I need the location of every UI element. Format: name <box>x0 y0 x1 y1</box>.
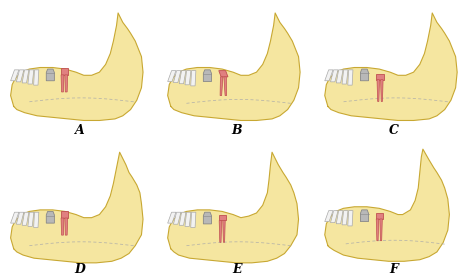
Text: B: B <box>232 124 242 137</box>
Polygon shape <box>185 71 191 85</box>
Polygon shape <box>61 75 64 92</box>
Polygon shape <box>330 211 338 223</box>
Polygon shape <box>219 220 222 242</box>
Text: F: F <box>390 263 399 276</box>
Polygon shape <box>61 211 68 218</box>
Polygon shape <box>325 149 449 261</box>
Polygon shape <box>224 77 227 95</box>
Polygon shape <box>61 68 68 75</box>
Polygon shape <box>168 71 176 81</box>
Polygon shape <box>376 213 383 219</box>
Polygon shape <box>34 70 39 85</box>
Polygon shape <box>46 211 55 223</box>
Polygon shape <box>28 70 34 84</box>
Polygon shape <box>203 70 211 81</box>
Polygon shape <box>22 70 29 83</box>
Polygon shape <box>348 211 353 226</box>
Polygon shape <box>376 219 379 241</box>
Polygon shape <box>65 218 68 235</box>
Polygon shape <box>381 80 383 102</box>
Polygon shape <box>223 220 225 242</box>
Polygon shape <box>191 71 196 86</box>
Polygon shape <box>191 212 196 227</box>
Polygon shape <box>376 74 383 80</box>
Polygon shape <box>168 13 300 121</box>
Text: C: C <box>389 124 399 137</box>
Polygon shape <box>22 212 29 225</box>
Polygon shape <box>179 71 186 84</box>
Polygon shape <box>360 69 368 81</box>
Polygon shape <box>219 71 228 77</box>
Polygon shape <box>168 212 176 223</box>
Polygon shape <box>377 80 380 102</box>
Polygon shape <box>10 70 19 81</box>
Polygon shape <box>325 13 457 121</box>
Text: E: E <box>232 263 242 276</box>
Polygon shape <box>325 70 333 81</box>
Polygon shape <box>17 70 24 82</box>
Polygon shape <box>173 71 181 83</box>
Polygon shape <box>34 212 39 227</box>
Polygon shape <box>10 13 143 121</box>
Polygon shape <box>380 219 383 241</box>
Polygon shape <box>10 152 143 263</box>
Polygon shape <box>325 211 333 222</box>
Polygon shape <box>342 211 348 225</box>
Polygon shape <box>342 70 348 84</box>
Polygon shape <box>220 77 223 95</box>
Polygon shape <box>173 212 181 224</box>
Polygon shape <box>46 69 55 81</box>
Polygon shape <box>360 210 368 222</box>
Polygon shape <box>348 70 353 85</box>
Polygon shape <box>10 212 19 223</box>
Polygon shape <box>179 212 186 225</box>
Polygon shape <box>65 75 68 92</box>
Polygon shape <box>28 212 34 226</box>
Polygon shape <box>336 70 343 83</box>
Text: D: D <box>74 263 85 276</box>
Polygon shape <box>185 212 191 226</box>
Polygon shape <box>336 211 343 224</box>
Polygon shape <box>168 152 299 263</box>
Polygon shape <box>61 218 64 235</box>
Polygon shape <box>203 212 211 224</box>
Polygon shape <box>330 70 338 82</box>
Polygon shape <box>219 215 226 220</box>
Text: A: A <box>75 124 85 137</box>
Polygon shape <box>17 212 24 224</box>
